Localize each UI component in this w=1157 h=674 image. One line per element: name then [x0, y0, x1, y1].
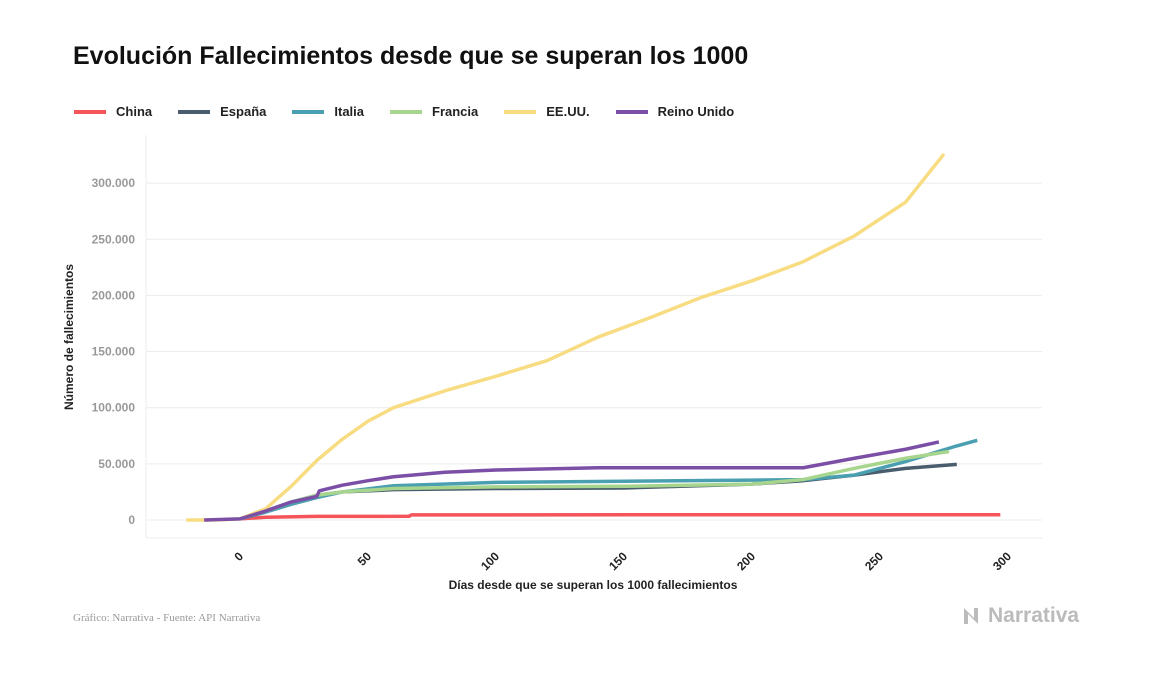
series-line-china: [239, 512, 1001, 521]
x-tick-label: 300: [990, 549, 1014, 573]
x-tick-label: 150: [606, 549, 630, 573]
y-tick-label: 200.000: [92, 288, 136, 302]
legend-swatch: [178, 109, 211, 114]
x-tick-label: 200: [734, 549, 758, 573]
legend-swatch: [292, 109, 325, 114]
legend-item-francia: Francia: [390, 104, 478, 119]
y-tick-label: 150.000: [92, 345, 136, 359]
legend-item-china: China: [74, 104, 152, 119]
legend-item-espa-a: España: [178, 104, 266, 119]
legend-label: España: [220, 104, 267, 119]
chart-title: Evolución Fallecimientos desde que se su…: [73, 42, 749, 70]
y-tick-label: 0: [128, 513, 135, 527]
legend-item-italia: Italia: [292, 104, 364, 119]
legend-label: EE.UU.: [546, 104, 590, 119]
legend-label: Reino Unido: [657, 104, 735, 119]
series-line-ee-uu: [186, 152, 946, 522]
legend-item-reino-unido: Reino Unido: [615, 104, 735, 119]
x-tick-label: 250: [862, 549, 886, 573]
logo-text: Narrativa: [988, 604, 1080, 627]
source-credit: Gráfico: Narrativa - Fuente: API Narrati…: [73, 612, 261, 624]
x-tick-label: 0: [231, 549, 246, 564]
series-line-italia: [239, 438, 978, 521]
y-tick-label: 300.000: [92, 176, 136, 190]
legend-item-ee-uu: EE.UU.: [504, 104, 590, 119]
y-tick-label: 250.000: [92, 232, 136, 246]
logo-icon: [964, 608, 978, 624]
series-line-reino-unido: [204, 440, 940, 522]
legend-label: Italia: [334, 104, 364, 119]
legend: China España Italia Francia EE.UU. Reino Unid…: [74, 104, 760, 119]
legend-label: Francia: [432, 104, 479, 119]
legend-label: China: [116, 104, 153, 119]
y-tick-label: 100.000: [92, 401, 136, 415]
legend-swatch: [504, 109, 537, 114]
legend-swatch: [74, 109, 106, 114]
x-tick-label: 50: [355, 549, 375, 569]
narrativa-logo: Narrativa: [962, 604, 1079, 628]
legend-swatch: [615, 109, 648, 114]
y-axis-label: Número de fallecimientos: [62, 264, 76, 410]
x-axis-label: Días desde que se superan los 1000 falle…: [449, 578, 738, 592]
legend-swatch: [390, 109, 422, 114]
x-tick-label: 100: [478, 549, 502, 573]
y-tick-label: 50.000: [98, 457, 135, 471]
